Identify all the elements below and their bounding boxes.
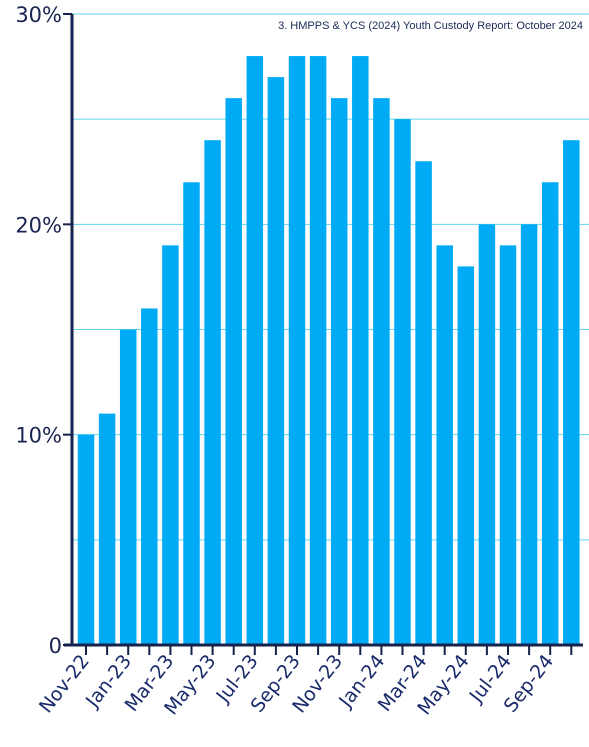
x-tick-labels: Nov-22Jan-23Mar-23May-23Jul-23Sep-23Nov-… bbox=[35, 651, 558, 720]
y-tick-label: 20% bbox=[15, 213, 62, 237]
bar-feb-24 bbox=[394, 119, 411, 645]
bar-apr-24 bbox=[436, 245, 453, 645]
bar-oct-23 bbox=[309, 56, 327, 646]
bar-may-23 bbox=[204, 140, 221, 645]
bar-mar-24 bbox=[415, 161, 432, 645]
source-note: 3. HMPPS & YCS (2024) Youth Custody Repo… bbox=[278, 20, 583, 32]
y-tick-labels: 0 10% 20% 30% bbox=[15, 3, 62, 658]
bar-mar-23 bbox=[162, 245, 179, 645]
bar-jul-24 bbox=[499, 245, 517, 645]
bar-may-24 bbox=[457, 266, 475, 645]
bar-aug-23 bbox=[267, 77, 285, 646]
bar-jun-23 bbox=[225, 98, 242, 646]
axes bbox=[63, 13, 583, 655]
bar-sep-24 bbox=[541, 182, 559, 645]
bar-jul-23 bbox=[246, 56, 264, 646]
bar-nov-22 bbox=[77, 434, 95, 645]
bars bbox=[77, 56, 580, 646]
y-tick-label: 0 bbox=[49, 634, 62, 658]
bar-jun-24 bbox=[478, 224, 496, 646]
bar-dec-23 bbox=[352, 56, 369, 646]
y-tick-label: 10% bbox=[15, 424, 62, 448]
x-tick-label: Nov-22 bbox=[35, 651, 94, 718]
bar-oct-24 bbox=[563, 140, 580, 645]
bar-apr-23 bbox=[183, 182, 200, 645]
bar-dec-22 bbox=[98, 413, 116, 645]
bar-nov-23 bbox=[330, 98, 348, 646]
y-tick-label: 30% bbox=[15, 3, 62, 27]
bar-aug-24 bbox=[520, 224, 538, 646]
bar-jan-24 bbox=[373, 98, 390, 646]
bar-sep-23 bbox=[288, 56, 306, 646]
bar-jan-23 bbox=[119, 329, 137, 645]
bar-feb-23 bbox=[141, 308, 158, 645]
